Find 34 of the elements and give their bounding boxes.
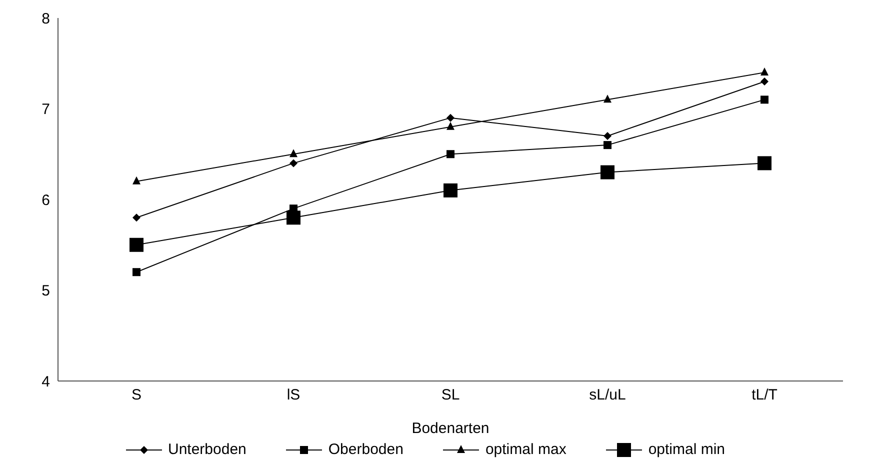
point <box>758 156 772 170</box>
point <box>132 176 140 184</box>
point <box>760 67 768 76</box>
point <box>130 238 144 252</box>
point <box>760 78 768 86</box>
point <box>132 214 140 222</box>
y-tick-label: 5 <box>42 282 50 300</box>
point <box>132 268 140 276</box>
y-tick-label: 7 <box>42 101 50 118</box>
y-tick-label: 4 <box>42 373 50 390</box>
legend-label: Oberboden <box>328 441 404 458</box>
x-tick-label: sL/uL <box>589 386 626 404</box>
x-tick-label: S <box>131 386 142 404</box>
point <box>446 150 454 158</box>
point <box>286 210 300 225</box>
legend-label: optimal min <box>648 441 726 458</box>
point <box>604 132 612 140</box>
legend-label: optimal max <box>485 441 566 458</box>
point <box>444 183 458 198</box>
y-tick-label: 6 <box>42 192 50 209</box>
point <box>604 141 612 150</box>
point <box>290 159 298 168</box>
point <box>600 165 614 180</box>
x-tick-label: lS <box>286 386 300 404</box>
point <box>290 149 298 158</box>
point <box>446 122 454 130</box>
point <box>760 96 768 104</box>
point <box>604 94 612 103</box>
x-tick-label: SL <box>441 386 460 404</box>
x-tick-label: tL/T <box>752 386 778 404</box>
y-tick-label: 8 <box>42 10 50 28</box>
legend-label: Unterboden <box>168 441 246 458</box>
x-axis-title: Bodenarten <box>412 420 490 437</box>
point <box>446 114 454 122</box>
